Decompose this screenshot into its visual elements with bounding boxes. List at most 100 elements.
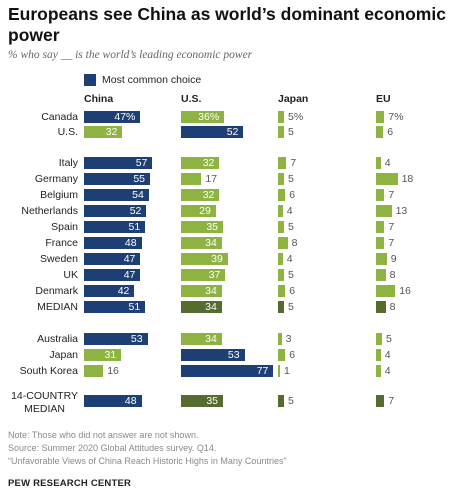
row-label: South Korea xyxy=(19,365,78,377)
data-label: 48 xyxy=(124,395,137,407)
bar-japan-italy xyxy=(278,157,287,169)
data-label: 4 xyxy=(384,365,391,377)
data-label: 5 xyxy=(288,269,294,281)
bar-china-denmark xyxy=(84,285,135,297)
data-label: 36% xyxy=(198,111,220,123)
data-label: 77 xyxy=(256,365,269,377)
data-label: 35 xyxy=(206,395,218,407)
bar-japan-australia xyxy=(278,333,282,345)
bar-eu-italy xyxy=(376,157,381,169)
bar-eu-14-country-median xyxy=(376,395,385,407)
row-label: Canada xyxy=(41,111,78,123)
bar-eu-australia xyxy=(376,333,382,345)
bar-japan-netherlands xyxy=(278,205,283,217)
data-label: 47 xyxy=(123,269,136,281)
data-label: 53 xyxy=(130,333,143,345)
bar-japan-median xyxy=(278,301,284,313)
data-label: 5 xyxy=(288,126,294,138)
brand-logo: PEW RESEARCH CENTER xyxy=(8,478,132,489)
bar-china-france xyxy=(84,237,142,249)
row-label: Spain xyxy=(51,221,78,233)
column-header-eu: EU xyxy=(376,93,391,105)
row-label: Japan xyxy=(49,349,78,361)
data-label: 35 xyxy=(206,221,218,233)
data-label: 32 xyxy=(202,189,215,201)
bar-eu-uk xyxy=(376,269,386,281)
bar-us-canada xyxy=(181,111,225,123)
bar-us-u-s- xyxy=(181,126,244,138)
chart-subtitle: % who say __ is the world’s leading econ… xyxy=(8,49,253,61)
bar-eu-denmark xyxy=(376,285,396,297)
data-label: 17 xyxy=(205,173,218,185)
data-label: 5 xyxy=(288,221,294,233)
row-label: Belgium xyxy=(40,189,78,201)
bar-china-u-s- xyxy=(84,126,123,138)
data-label: 39 xyxy=(211,253,223,265)
bar-china-netherlands xyxy=(84,205,147,217)
data-label: 4 xyxy=(384,157,391,169)
data-label: 5 xyxy=(288,173,294,185)
bar-us-14-country-median xyxy=(181,395,223,407)
column-header-us: U.S. xyxy=(181,93,202,105)
data-label: 34 xyxy=(205,237,217,249)
data-label: 6 xyxy=(289,285,296,297)
data-label: 4 xyxy=(286,205,293,217)
column-header-china: China xyxy=(84,93,114,105)
legend: Most common choice xyxy=(84,74,201,86)
source-text: Source: Summer 2020 Global Attitudes sur… xyxy=(8,443,217,453)
bar-japan-japan xyxy=(278,349,286,361)
bar-us-denmark xyxy=(181,285,222,297)
chart-title: Europeans see China as world’s dominant … xyxy=(8,4,446,45)
data-label: 7 xyxy=(290,157,297,169)
data-label: 1 xyxy=(284,365,290,377)
bar-japan-germany xyxy=(278,173,284,185)
data-label: 29 xyxy=(199,205,211,217)
data-label: 5 xyxy=(386,333,392,345)
bar-japan-uk xyxy=(278,269,284,281)
data-label: 6 xyxy=(387,126,394,138)
row-label: France xyxy=(45,237,78,249)
row-label: Germany xyxy=(34,173,78,185)
data-label: 16 xyxy=(399,285,411,297)
bar-china-germany xyxy=(84,173,150,185)
bar-us-median xyxy=(181,301,222,313)
bar-china-sweden xyxy=(84,253,141,265)
data-label: 37 xyxy=(208,269,221,281)
data-label: 18 xyxy=(401,173,414,185)
bar-us-spain xyxy=(181,221,223,233)
bar-eu-u-s- xyxy=(376,126,384,138)
row-label: MEDIAN xyxy=(37,301,78,313)
bar-us-south-korea xyxy=(181,365,274,377)
row-label: Italy xyxy=(58,157,78,169)
bar-china-japan xyxy=(84,349,122,361)
data-label: 5 xyxy=(288,395,294,407)
bar-japan-sweden xyxy=(278,253,283,265)
data-label: 4 xyxy=(286,253,293,265)
data-label: 4 xyxy=(384,349,391,361)
bar-us-australia xyxy=(181,333,222,345)
bar-us-italy xyxy=(181,157,220,169)
bar-japan-spain xyxy=(278,221,284,233)
report-text: “Unfavorable Views of China Reach Histor… xyxy=(8,456,287,466)
bar-china-14-country-median xyxy=(84,395,142,407)
row-label: 14-COUNTRY MEDIAN xyxy=(11,390,78,415)
row-label: U.S. xyxy=(57,126,78,138)
data-label: 42 xyxy=(117,285,130,297)
legend-label: Most common choice xyxy=(102,74,202,86)
bar-china-belgium xyxy=(84,189,149,201)
data-label: 7% xyxy=(388,111,404,123)
data-label: 32 xyxy=(202,157,215,169)
data-label: 32 xyxy=(105,126,118,138)
data-label: 9 xyxy=(390,253,397,265)
data-label: 51 xyxy=(128,301,141,313)
bar-us-france xyxy=(181,237,222,249)
data-label: 34 xyxy=(205,301,217,313)
data-label: 34 xyxy=(205,333,217,345)
bar-eu-median xyxy=(376,301,386,313)
bar-us-netherlands xyxy=(181,205,216,217)
bar-china-south-korea xyxy=(84,365,104,377)
bar-eu-south-korea xyxy=(376,365,381,377)
bar-japan-14-country-median xyxy=(278,395,284,407)
data-label: 54 xyxy=(132,189,144,201)
data-label: 57 xyxy=(135,157,148,169)
